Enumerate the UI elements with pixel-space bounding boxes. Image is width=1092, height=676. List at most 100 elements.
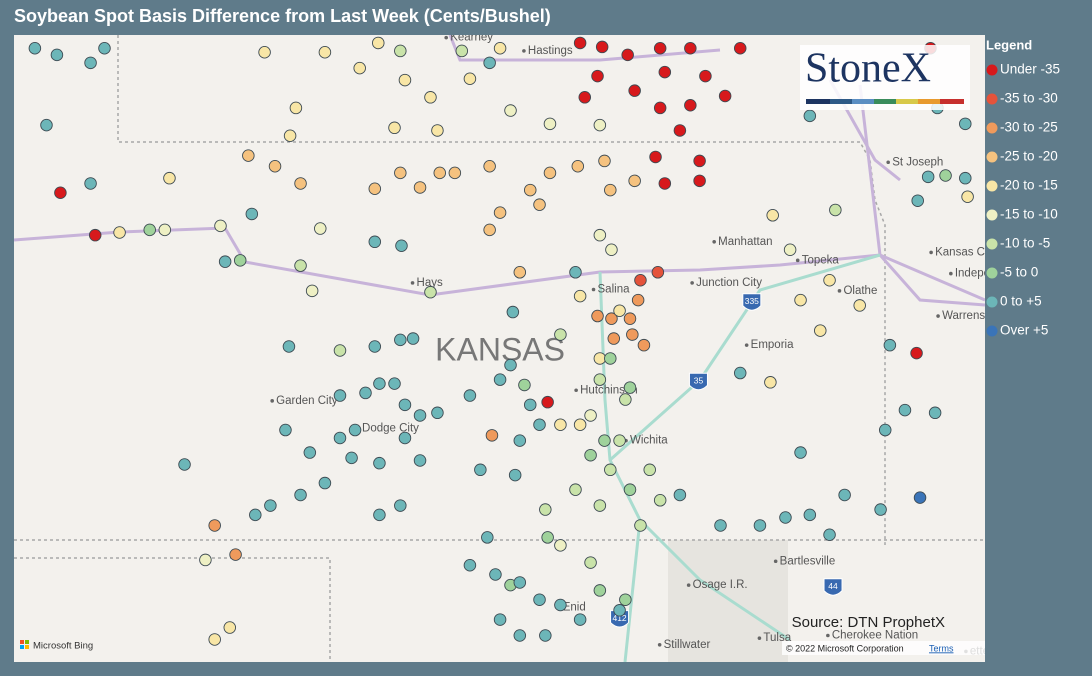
place-dot: [929, 250, 933, 255]
elevator-point: [294, 488, 307, 502]
place-label: Salina: [598, 284, 631, 296]
place-dot: [837, 289, 842, 293]
elevator-point: [554, 598, 567, 612]
elevator-point: [651, 266, 665, 279]
map-background: [14, 35, 985, 662]
place-label: Wichita: [630, 435, 668, 447]
legend-swatch: [986, 209, 998, 221]
elevator-point: [533, 198, 546, 211]
elevator-point: [345, 451, 358, 465]
elevator-point: [283, 129, 297, 142]
elevator-point: [483, 56, 496, 70]
elevator-point: [88, 228, 102, 242]
elevator-point: [513, 434, 527, 447]
elevator-point: [398, 398, 412, 412]
elevator-point: [199, 553, 212, 567]
elevator-point: [54, 186, 67, 199]
place-label: Emporia: [751, 339, 794, 351]
elevator-point: [623, 381, 637, 394]
elevator-point: [634, 273, 647, 287]
elevator-point: [626, 328, 639, 341]
elevator-point: [783, 243, 797, 256]
elevator-point: [303, 446, 317, 459]
map: Kearney Hastings St Joseph Manhattan Topeka K…: [14, 35, 985, 662]
place-dot: [712, 239, 716, 244]
elevator-point: [249, 508, 262, 522]
elevator-point: [554, 418, 567, 431]
elevator-point: [794, 446, 807, 459]
elevator-point: [394, 333, 407, 347]
provider: Microsoft Bing: [33, 641, 93, 652]
elevator-point: [961, 190, 974, 203]
elevator-point: [353, 61, 366, 75]
elevator-point: [398, 73, 412, 87]
elevator-point: [214, 219, 227, 233]
elevator-point: [268, 159, 282, 173]
elevator-point: [593, 584, 607, 597]
elevator-point: [541, 395, 554, 409]
place-label: Osage I.R.: [693, 579, 748, 591]
elevator-point: [764, 376, 777, 389]
elevator-point: [333, 431, 347, 445]
elevator-point: [604, 463, 617, 477]
elevator-point: [431, 406, 444, 420]
elevator-point: [493, 206, 507, 219]
road: [448, 35, 721, 62]
logo-bar: [830, 99, 852, 104]
elevator-point: [673, 124, 687, 137]
logo-bar: [896, 99, 918, 104]
elevator-point: [513, 266, 527, 279]
highways: [14, 35, 985, 307]
legend-swatch: [986, 122, 998, 134]
elevator-point: [208, 633, 221, 646]
elevator-point: [485, 429, 499, 442]
elevator-point: [373, 456, 386, 470]
place-label: Garden City: [276, 395, 338, 407]
shield-label: 35: [694, 376, 704, 386]
elevator-point: [394, 499, 407, 512]
legend-label: -10 to -5: [1000, 236, 1050, 251]
elevator-point: [314, 222, 327, 235]
road: [858, 84, 985, 307]
bing-logo: [25, 645, 29, 649]
road: [609, 253, 881, 462]
elevator-point: [605, 312, 618, 325]
elevator-point: [394, 44, 407, 58]
elevator-point: [513, 629, 527, 642]
place-dot: [522, 49, 526, 53]
elevator-point: [803, 109, 817, 123]
elevator-point: [684, 99, 697, 112]
logo-bar: [874, 99, 896, 104]
elevator-point: [619, 393, 632, 406]
elevator-point: [628, 84, 641, 97]
elevator-point: [483, 223, 496, 237]
legend: Under -35 -35 to -30 -30 to -25 -25 to -20 -…: [986, 62, 1060, 338]
elevator-point: [372, 36, 385, 50]
elevator-point: [607, 332, 621, 345]
elevator-point: [584, 556, 597, 569]
legend-label: -30 to -25: [1000, 120, 1058, 135]
source: Source: DTN ProphetX: [792, 614, 945, 631]
elevator-point: [493, 613, 507, 626]
place-dot: [795, 258, 800, 263]
terms-link[interactable]: Terms: [929, 643, 954, 653]
copyright-backdrop: [782, 641, 985, 655]
logo-bar: [940, 99, 964, 104]
legend-swatch: [986, 238, 998, 250]
elevator-point: [779, 511, 792, 524]
elevator-point: [613, 604, 626, 617]
bing-logo: [20, 645, 24, 649]
elevator-point: [643, 463, 656, 477]
place-dot: [773, 559, 778, 564]
place-label: Enid: [563, 602, 586, 614]
elevator-point: [921, 170, 935, 184]
elevator-point: [573, 36, 587, 50]
elevator-point: [373, 508, 386, 522]
elevator-point: [541, 531, 554, 544]
elevator-point: [543, 117, 557, 131]
elevator-point: [598, 434, 611, 447]
place-label: St Joseph: [892, 156, 943, 168]
elevator-point: [258, 45, 271, 59]
elevator-point: [294, 259, 307, 272]
